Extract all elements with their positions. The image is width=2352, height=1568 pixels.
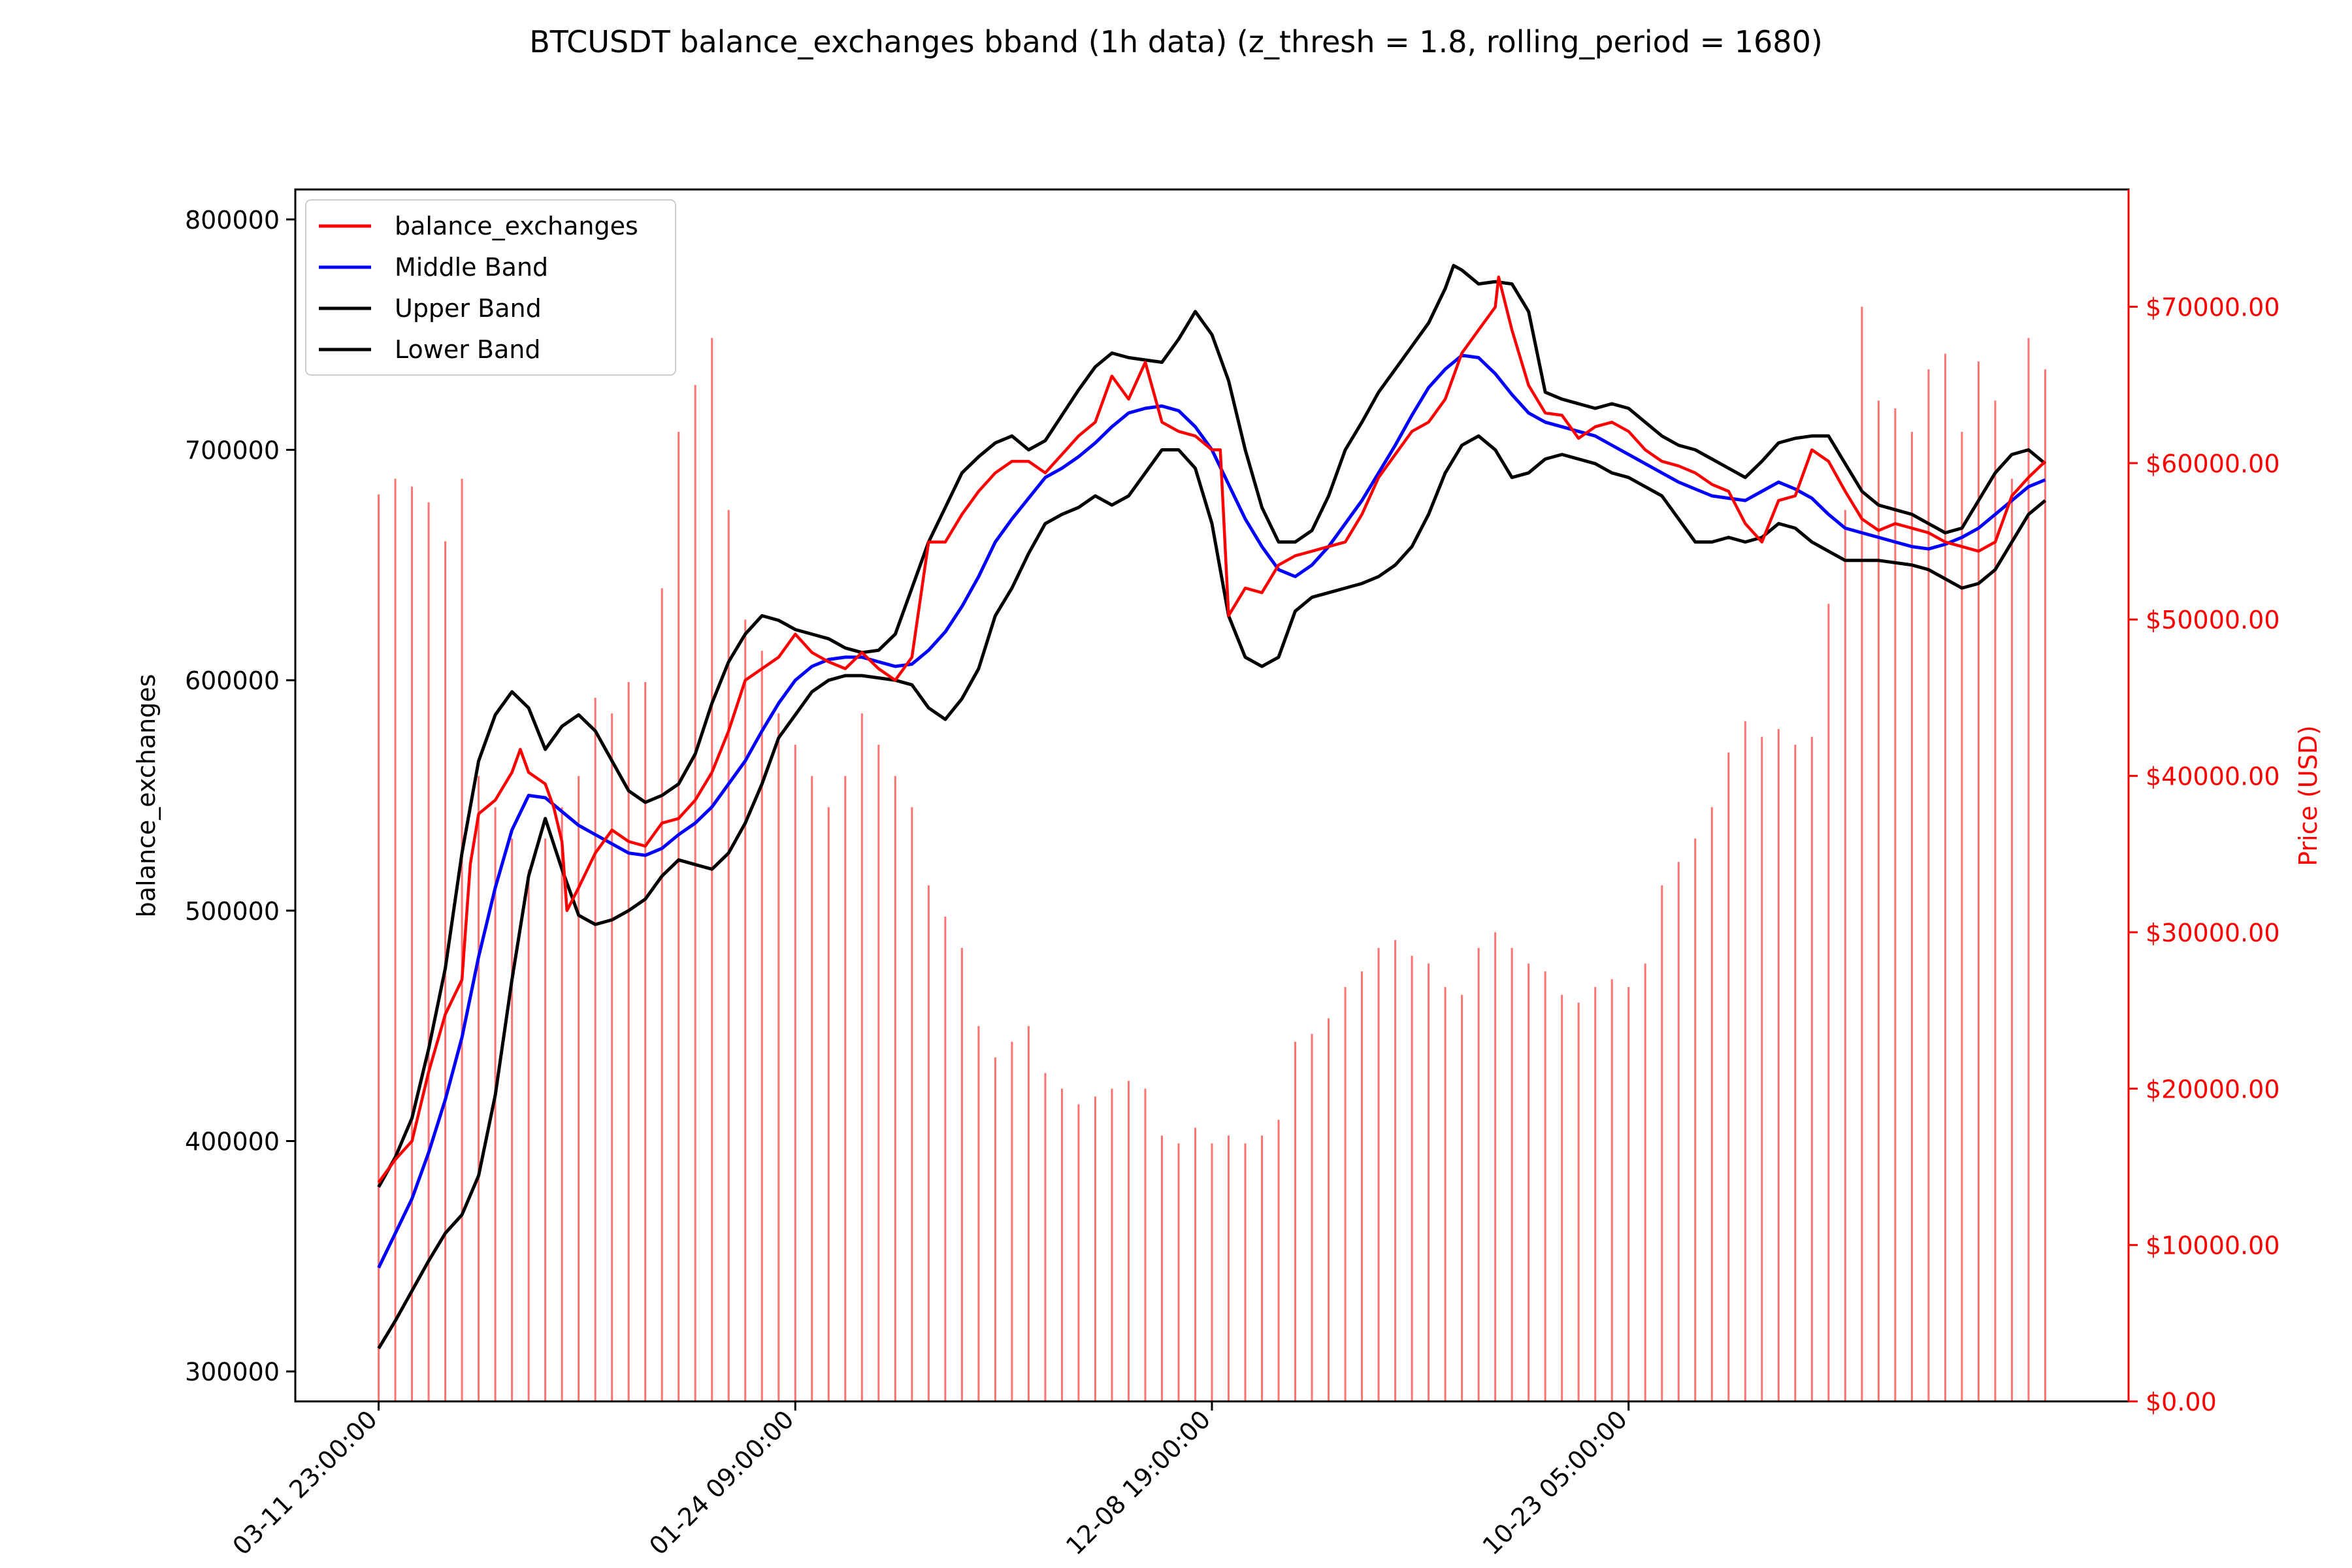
series-lines: [377, 263, 2047, 1350]
y-tick-label: 700000: [185, 436, 280, 465]
legend: balance_exchanges Middle Band Upper Band Lo…: [305, 199, 676, 376]
y-axis-label-right: Price (USD): [2294, 725, 2323, 866]
upper-band-line: [377, 263, 2047, 1188]
y2-tick-label: $50000.00: [2146, 606, 2280, 634]
lower-band-line: [377, 434, 2047, 1350]
y-tick-label: 400000: [185, 1127, 280, 1156]
y2-tick-label: $60000.00: [2146, 449, 2280, 478]
y2-tick-label: $10000.00: [2146, 1232, 2280, 1260]
balance-exchanges-line: [377, 275, 2047, 1184]
y2-tick-label: $20000.00: [2146, 1075, 2280, 1103]
y2-tick-label: $40000.00: [2146, 762, 2280, 791]
legend-label: Upper Band: [395, 294, 542, 323]
price-bars: [378, 306, 2046, 1401]
chart-title: BTCUSDT balance_exchanges bband (1h data…: [529, 24, 1823, 59]
y2-tick-label: $70000.00: [2146, 293, 2280, 322]
legend-label: balance_exchanges: [395, 212, 638, 240]
y-axis-right: $0.00 $10000.00 $20000.00 $30000.00 $40000.0…: [2127, 189, 2280, 1416]
y2-tick-label: $0.00: [2146, 1388, 2217, 1416]
y-axis-left: 300000 400000 500000 600000 700000 800000: [185, 206, 295, 1386]
y-tick-label: 600000: [185, 666, 280, 695]
legend-label: Lower Band: [395, 335, 540, 364]
legend-label: Middle Band: [395, 253, 548, 282]
legend-box: [305, 199, 676, 376]
y-tick-label: 300000: [185, 1358, 280, 1386]
y-axis-label-left: balance_exchanges: [132, 674, 161, 918]
y2-tick-label: $30000.00: [2146, 919, 2280, 947]
y-tick-label: 800000: [185, 206, 280, 235]
y-tick-label: 500000: [185, 897, 280, 926]
